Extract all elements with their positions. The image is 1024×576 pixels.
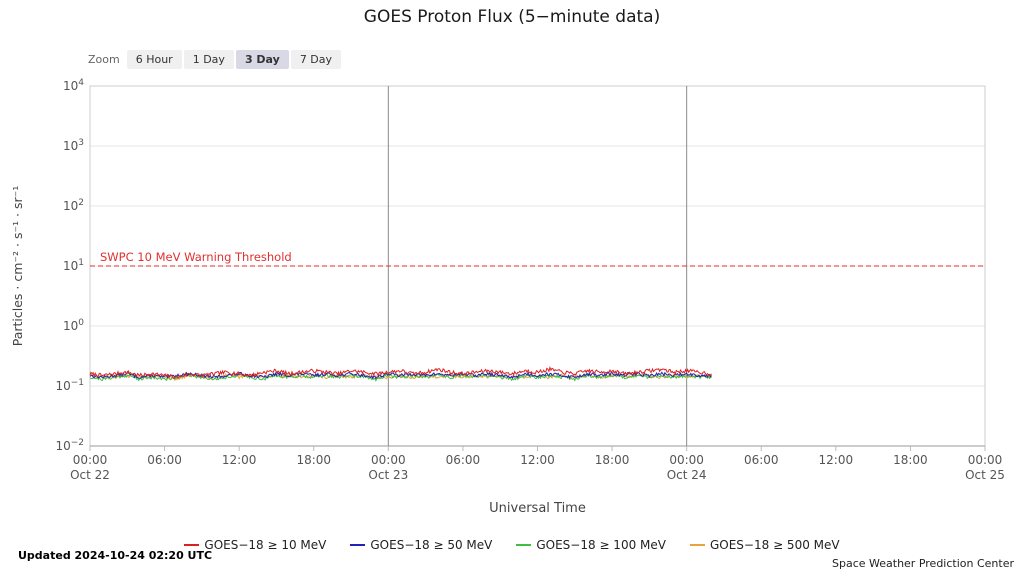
credit-text: Space Weather Prediction Center	[832, 557, 1014, 570]
legend-swatch	[516, 544, 532, 546]
x-tick-label: 00:00	[669, 453, 704, 467]
x-axis-title: Universal Time	[489, 501, 586, 516]
x-tick-date-label: Oct 22	[70, 468, 110, 482]
legend-item[interactable]: GOES−18 ≥ 50 MeV	[350, 538, 492, 552]
x-tick-label: 06:00	[744, 453, 779, 467]
y-tick-label: 103	[63, 138, 84, 153]
y-tick-label: 101	[63, 258, 84, 273]
legend-swatch	[689, 544, 705, 546]
zoom-button-3-day[interactable]: 3 Day	[235, 50, 289, 69]
legend-item[interactable]: GOES−18 ≥ 10 MeV	[184, 538, 326, 552]
legend-label: GOES−18 ≥ 50 MeV	[370, 538, 493, 552]
x-tick-label: 06:00	[147, 453, 182, 467]
legend-label: GOES−18 ≥ 500 MeV	[709, 538, 840, 552]
x-tick-label: 06:00	[446, 453, 481, 467]
x-tick-label: 00:00	[371, 453, 406, 467]
zoom-label: Zoom	[88, 53, 120, 66]
y-tick-label: 10−2	[55, 438, 84, 453]
x-tick-label: 00:00	[968, 453, 1003, 467]
x-tick-label: 18:00	[893, 453, 928, 467]
x-tick-label: 18:00	[296, 453, 331, 467]
zoom-button-1-day[interactable]: 1 Day	[183, 50, 234, 69]
legend-item[interactable]: GOES−18 ≥ 100 MeV	[516, 538, 666, 552]
legend-item[interactable]: GOES−18 ≥ 500 MeV	[689, 538, 840, 552]
zoom-controls: Zoom 6 Hour 1 Day 3 Day 7 Day	[88, 50, 342, 69]
y-axis-title: Particles · cm⁻² · s⁻¹ · sr⁻¹	[10, 186, 25, 347]
y-tick-label: 10−1	[55, 378, 84, 393]
y-tick-label: 102	[63, 198, 84, 213]
updated-timestamp: Updated 2024-10-24 02:20 UTC	[18, 549, 213, 562]
legend: GOES−18 ≥ 10 MeV GOES−18 ≥ 50 MeV GOES−18 …	[0, 538, 1024, 552]
zoom-button-group: 6 Hour 1 Day 3 Day 7 Day	[126, 50, 342, 69]
zoom-button-7-day[interactable]: 7 Day	[290, 50, 342, 69]
x-tick-label: 12:00	[520, 453, 555, 467]
series-line	[89, 371, 712, 380]
x-tick-label: 12:00	[819, 453, 854, 467]
x-tick-date-label: Oct 24	[667, 468, 707, 482]
legend-label: GOES−18 ≥ 10 MeV	[204, 538, 327, 552]
x-tick-label: 18:00	[595, 453, 630, 467]
warning-threshold-label: SWPC 10 MeV Warning Threshold	[100, 250, 292, 264]
legend-label: GOES−18 ≥ 100 MeV	[536, 538, 666, 552]
legend-swatch	[350, 544, 366, 546]
series-line	[89, 365, 712, 380]
x-tick-date-label: Oct 23	[368, 468, 408, 482]
y-tick-label: 100	[63, 318, 84, 333]
chart-title: GOES Proton Flux (5−minute data)	[363, 7, 661, 27]
zoom-button-6-hour[interactable]: 6 Hour	[126, 50, 182, 69]
y-tick-label: 104	[63, 78, 84, 93]
legend-swatch	[184, 544, 200, 546]
x-tick-label: 12:00	[222, 453, 257, 467]
x-tick-date-label: Oct 25	[965, 468, 1005, 482]
x-tick-label: 00:00	[73, 453, 108, 467]
